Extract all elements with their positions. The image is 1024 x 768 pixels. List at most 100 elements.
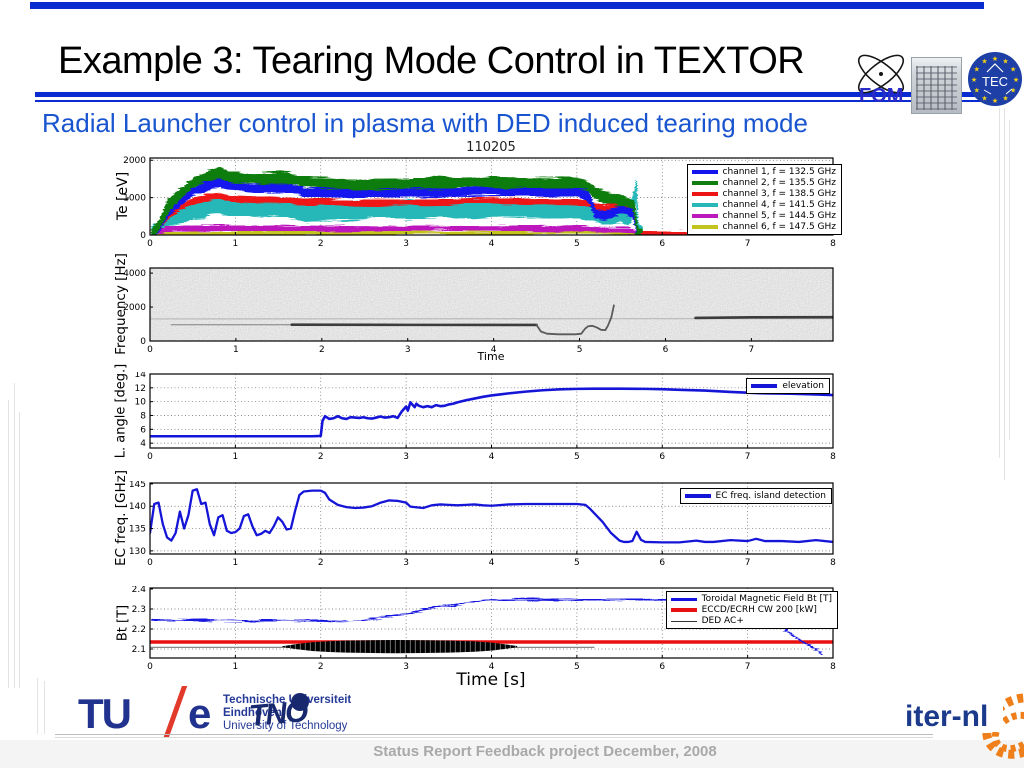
svg-text:4: 4 bbox=[489, 239, 495, 249]
legend-entry: EC freq. island detection bbox=[684, 491, 826, 501]
svg-text:2000: 2000 bbox=[123, 156, 146, 166]
slide-subtitle: Radial Launcher control in plasma with D… bbox=[42, 108, 808, 138]
iter-nl-logo-svg: iter-nl bbox=[903, 693, 1024, 759]
svg-text:1: 1 bbox=[233, 345, 239, 355]
svg-text:130: 130 bbox=[129, 547, 146, 557]
bt-legend: Toroidal Magnetic Field Bt [T] ECCD/ECRH … bbox=[665, 591, 838, 629]
bt-plot-svg: 0 1 2 3 4 5 6 7 8 2.1 2.2 2.3 2.4 bbox=[132, 586, 836, 672]
tue-tu: TU bbox=[78, 690, 130, 737]
angle-axis-label: L. angle [deg.] bbox=[113, 363, 129, 459]
legend-entry: channel 2, f = 135.5 GHz bbox=[691, 178, 836, 188]
decorative-line bbox=[37, 678, 38, 734]
svg-text:4000: 4000 bbox=[123, 269, 146, 279]
svg-text:145: 145 bbox=[129, 481, 146, 490]
legend-label: DED AC+ bbox=[701, 616, 744, 626]
svg-text:6: 6 bbox=[659, 239, 665, 249]
svg-text:1000: 1000 bbox=[123, 194, 146, 204]
tue-line2: Eindhoven bbox=[223, 707, 282, 719]
decorative-line bbox=[1009, 120, 1010, 440]
legend-line-sample bbox=[670, 620, 697, 622]
legend-line-sample bbox=[691, 192, 718, 196]
svg-text:6: 6 bbox=[663, 345, 669, 355]
svg-text:★: ★ bbox=[981, 94, 987, 102]
svg-text:8: 8 bbox=[830, 239, 836, 249]
svg-text:8: 8 bbox=[830, 452, 836, 462]
svg-text:2: 2 bbox=[318, 558, 324, 568]
svg-text:3: 3 bbox=[403, 239, 409, 249]
svg-text:0: 0 bbox=[140, 337, 146, 347]
bt-axis-label: Bt [T] bbox=[115, 604, 131, 642]
svg-text:3: 3 bbox=[403, 452, 409, 462]
legend-entry: channel 5, f = 144.5 GHz bbox=[691, 211, 836, 221]
svg-text:14: 14 bbox=[135, 372, 147, 380]
tec-logo: ★ ★ ★ ★ ★ ★ ★ ★ ★ ★ ★ ★ TEC bbox=[966, 50, 1024, 108]
svg-text:6: 6 bbox=[659, 558, 665, 568]
footer-text: Status Report Feedback project December,… bbox=[373, 743, 717, 760]
tue-logo: TU e Technische Universiteit Eindhoven U… bbox=[78, 681, 368, 743]
title-rule-thin bbox=[35, 100, 981, 102]
svg-text:140: 140 bbox=[129, 502, 146, 512]
fom-atom-icon: FOM bbox=[857, 54, 905, 107]
launcher-angle-plot: 0 1 2 3 4 5 6 7 8 4 6 8 10 12 14 bbox=[105, 372, 850, 468]
tno-label: TNO bbox=[248, 695, 309, 733]
svg-text:0: 0 bbox=[147, 662, 153, 672]
svg-text:8: 8 bbox=[830, 662, 836, 672]
svg-text:0: 0 bbox=[147, 558, 153, 568]
decorative-line bbox=[44, 681, 45, 734]
legend-label: channel 3, f = 138.5 GHz bbox=[722, 189, 836, 199]
legend-entry: channel 1, f = 132.5 GHz bbox=[691, 167, 836, 177]
svg-text:2.1: 2.1 bbox=[132, 645, 146, 655]
tue-line3: University of Technology bbox=[223, 720, 348, 732]
tue-e: e bbox=[188, 690, 211, 737]
legend-label: elevation bbox=[782, 381, 824, 391]
legend-entry: Toroidal Magnetic Field Bt [T] bbox=[670, 594, 832, 604]
te-legend: channel 1, f = 132.5 GHz channel 2, f = 1… bbox=[686, 164, 842, 235]
svg-text:7: 7 bbox=[745, 662, 751, 672]
svg-text:8: 8 bbox=[830, 558, 836, 568]
svg-text:1: 1 bbox=[233, 452, 239, 462]
svg-text:5: 5 bbox=[574, 662, 580, 672]
svg-text:★: ★ bbox=[974, 66, 980, 74]
svg-text:5: 5 bbox=[574, 452, 580, 462]
ecfreq-axis-label: EC freq. [GHz] bbox=[113, 470, 129, 566]
svg-text:5: 5 bbox=[577, 345, 583, 355]
svg-text:4: 4 bbox=[489, 452, 495, 462]
legend-entry: elevation bbox=[751, 381, 824, 391]
svg-text:2: 2 bbox=[319, 345, 325, 355]
decorative-line bbox=[19, 412, 20, 688]
svg-text:12: 12 bbox=[135, 384, 146, 394]
legend-line-sample bbox=[691, 203, 718, 207]
svg-text:0: 0 bbox=[147, 452, 153, 462]
svg-text:★: ★ bbox=[992, 97, 998, 105]
svg-text:2: 2 bbox=[318, 239, 324, 249]
legend-line-sample bbox=[670, 608, 697, 612]
svg-text:7: 7 bbox=[745, 239, 751, 249]
legend-entry: DED AC+ bbox=[670, 616, 832, 626]
bt-plot: 0 1 2 3 4 5 6 7 8 2.1 2.2 2.3 2.4 bbox=[105, 586, 850, 678]
building-windows bbox=[916, 66, 957, 110]
decorative-line bbox=[1004, 108, 1005, 480]
legend-entry: channel 6, f = 147.5 GHz bbox=[691, 222, 836, 232]
svg-text:4: 4 bbox=[489, 558, 495, 568]
svg-text:★: ★ bbox=[992, 55, 998, 63]
svg-text:★: ★ bbox=[981, 58, 987, 66]
svg-text:★: ★ bbox=[971, 76, 977, 84]
svg-text:0: 0 bbox=[147, 239, 153, 249]
decorative-line bbox=[8, 400, 9, 688]
svg-text:2: 2 bbox=[318, 662, 324, 672]
svg-text:7: 7 bbox=[745, 452, 751, 462]
svg-text:7: 7 bbox=[749, 345, 755, 355]
legend-label: channel 6, f = 147.5 GHz bbox=[722, 222, 836, 232]
svg-text:8: 8 bbox=[140, 411, 146, 421]
spectrogram-plot-svg: 0 1 2 3 4 5 6 7 0 2000 4000 bbox=[123, 267, 834, 355]
iter-nl-label: iter-nl bbox=[905, 700, 988, 733]
legend-label: channel 2, f = 135.5 GHz bbox=[722, 178, 836, 188]
legend-line-sample bbox=[751, 384, 778, 388]
svg-text:0: 0 bbox=[147, 345, 153, 355]
svg-text:3: 3 bbox=[403, 662, 409, 672]
svg-text:4: 4 bbox=[489, 662, 495, 672]
top-accent-bar bbox=[30, 2, 984, 9]
legend-line-sample bbox=[691, 225, 718, 229]
footer-divider bbox=[55, 737, 933, 738]
